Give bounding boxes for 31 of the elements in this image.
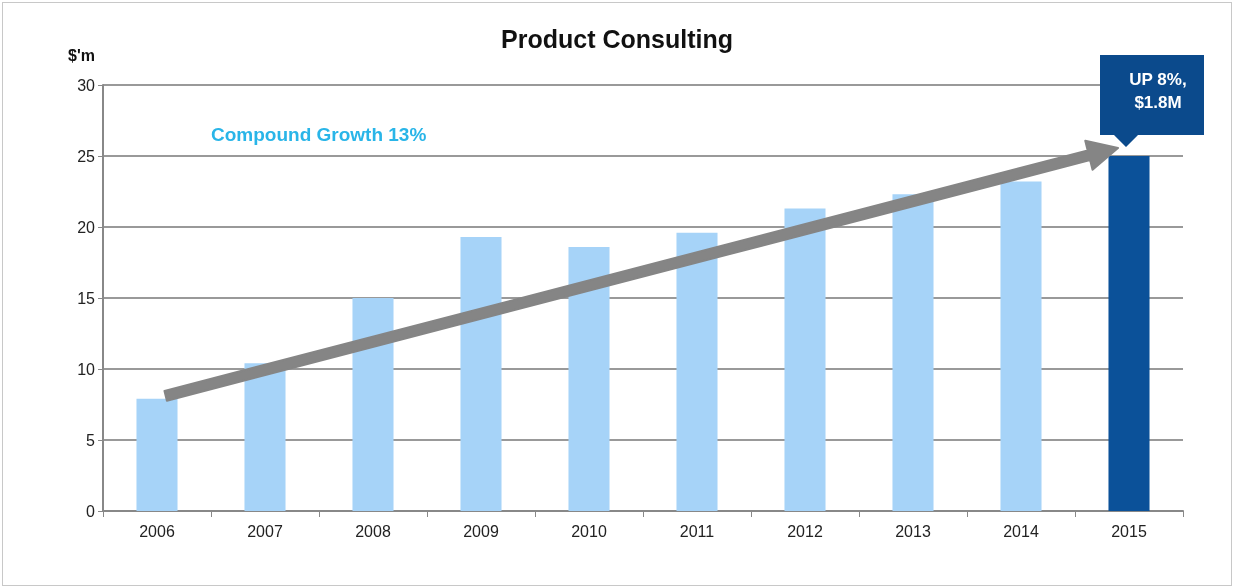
x-tick-label: 2011: [679, 522, 715, 540]
y-tick-label: 10: [77, 360, 96, 378]
x-tick-label: 2006: [139, 522, 175, 540]
bar: [676, 232, 718, 511]
x-tick-label: 2008: [355, 522, 391, 540]
x-tick-label: 2010: [571, 522, 607, 540]
x-tick-label: 2009: [463, 522, 499, 540]
x-tick-label: 2007: [247, 522, 283, 540]
bar: [568, 246, 610, 511]
annotation: Compound Growth 13%: [211, 124, 427, 145]
y-tick-label: 20: [77, 218, 96, 236]
annotation: UP 8%, $1.8M: [1129, 70, 1187, 112]
y-tick-label: 15: [77, 289, 96, 307]
x-tick-label: 2012: [787, 522, 823, 540]
y-tick-label: 25: [77, 147, 96, 165]
bar: [352, 298, 394, 511]
x-tick-label: 2013: [895, 522, 931, 540]
x-tick-label: 2014: [1003, 522, 1039, 540]
y-tick-label: 5: [86, 431, 96, 449]
bar: [136, 398, 178, 511]
y-axis-title: $'m: [68, 46, 95, 64]
bar: [784, 208, 826, 511]
bar: [1000, 181, 1042, 511]
x-tick-label: 2015: [1111, 522, 1147, 540]
bar: [244, 363, 286, 511]
bar: [892, 194, 934, 511]
bar: [460, 236, 502, 511]
bar: [1108, 156, 1150, 511]
y-tick-label: 30: [77, 76, 96, 94]
y-tick-label: 0: [86, 502, 96, 520]
chart-title: Product Consulting: [501, 24, 733, 53]
